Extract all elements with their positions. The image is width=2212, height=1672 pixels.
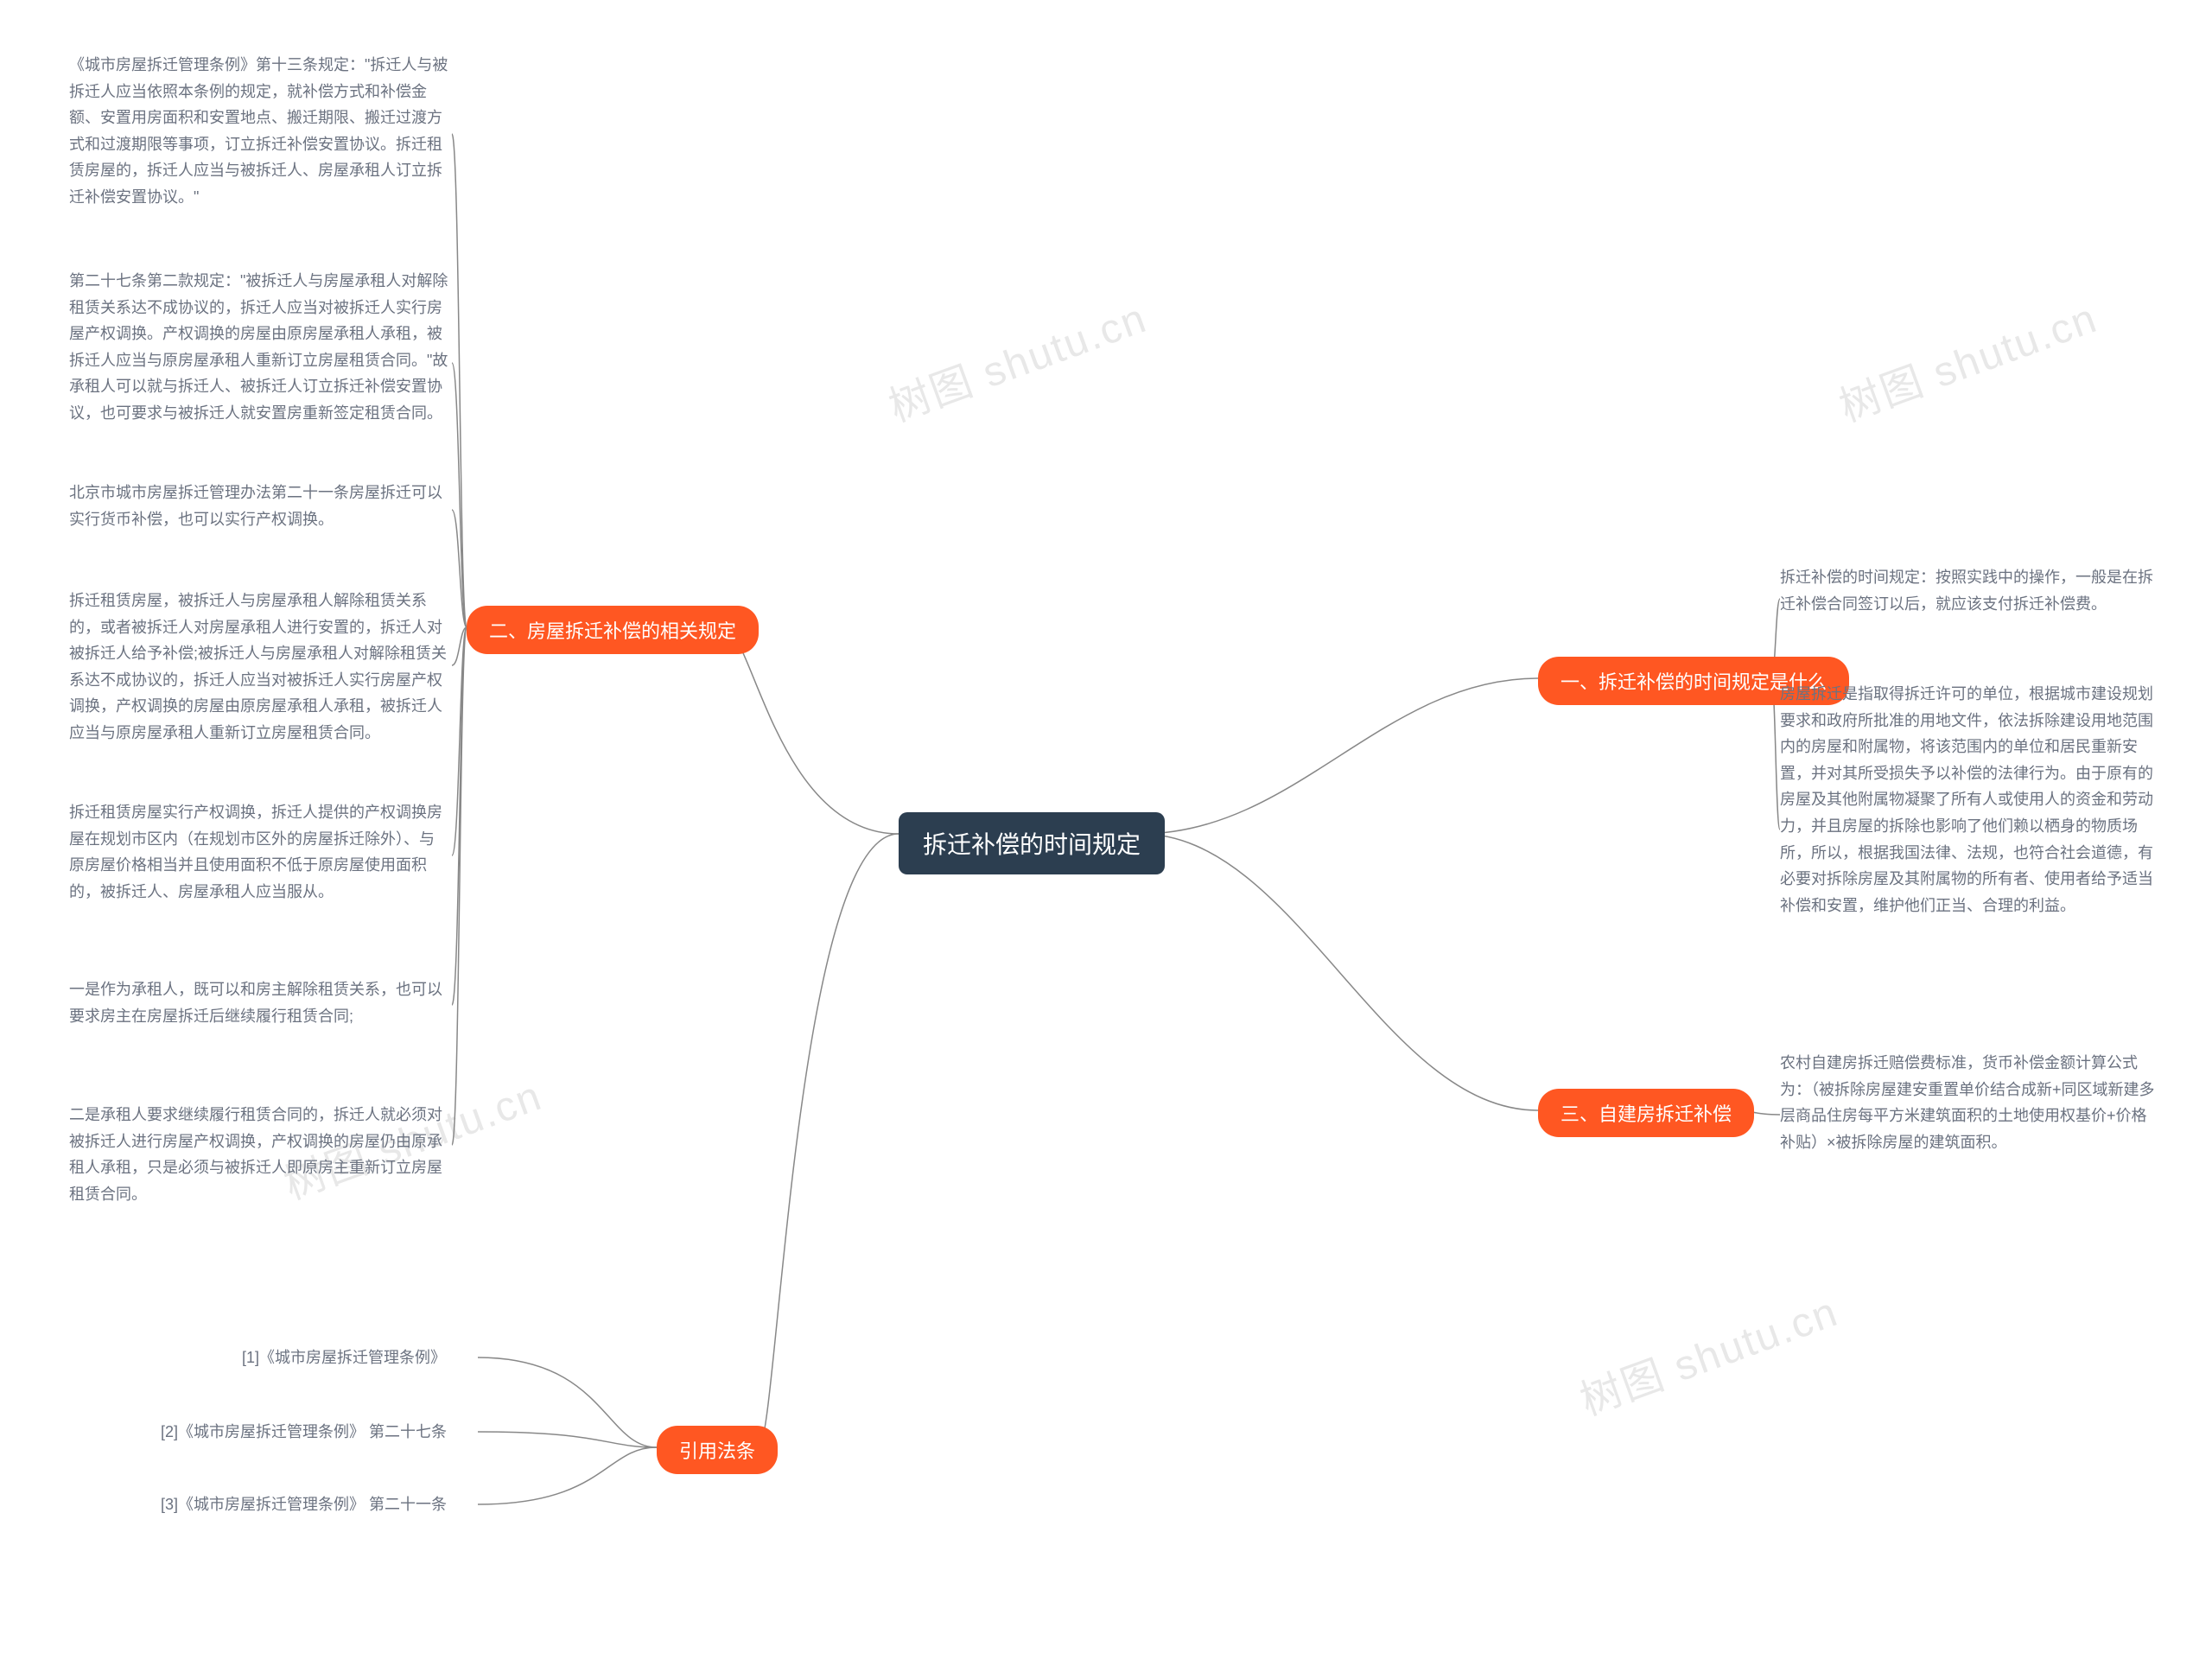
leaf-node[interactable]: 第二十七条第二款规定："被拆迁人与房屋承租人对解除租赁关系达不成协议的，拆迁人应…	[69, 268, 449, 427]
leaf-text: 房屋拆迁是指取得拆迁许可的单位，根据城市建设规划要求和政府所批准的用地文件，依法…	[1780, 681, 2160, 919]
leaf-text: [3]《城市房屋拆迁管理条例》 第二十一条	[161, 1491, 447, 1518]
leaf-node[interactable]: 农村自建房拆迁赔偿费标准，货币补偿金额计算公式为：（被拆除房屋建安重置单价结合成…	[1780, 1050, 2160, 1155]
branch-node-3[interactable]: 三、自建房拆迁补偿	[1538, 1089, 1754, 1137]
leaf-node[interactable]: [2]《城市房屋拆迁管理条例》 第二十七条	[161, 1419, 447, 1446]
leaf-text: 拆迁租赁房屋实行产权调换，拆迁人提供的产权调换房屋在规划市区内（在规划市区外的房…	[69, 799, 449, 905]
leaf-text: 北京市城市房屋拆迁管理办法第二十一条房屋拆迁可以实行货币补偿，也可以实行产权调换…	[69, 480, 449, 532]
leaf-node[interactable]: 一是作为承租人，既可以和房主解除租赁关系，也可以要求房主在房屋拆迁后继续履行租赁…	[69, 976, 449, 1029]
leaf-node[interactable]: [3]《城市房屋拆迁管理条例》 第二十一条	[161, 1491, 447, 1518]
branch-node-2[interactable]: 二、房屋拆迁补偿的相关规定	[467, 606, 759, 654]
branch-node-4[interactable]: 引用法条	[657, 1426, 778, 1474]
branch-label: 引用法条	[679, 1436, 755, 1464]
leaf-node[interactable]: 拆迁补偿的时间规定：按照实践中的操作，一般是在拆迁补偿合同签订以后，就应该支付拆…	[1780, 564, 2160, 617]
leaf-text: [1]《城市房屋拆迁管理条例》	[242, 1345, 446, 1371]
leaf-node[interactable]: 拆迁租赁房屋，被拆迁人与房屋承租人解除租赁关系的，或者被拆迁人对房屋承租人进行安…	[69, 588, 449, 747]
leaf-node[interactable]: 拆迁租赁房屋实行产权调换，拆迁人提供的产权调换房屋在规划市区内（在规划市区外的房…	[69, 799, 449, 905]
leaf-node[interactable]: 《城市房屋拆迁管理条例》第十三条规定："拆迁人与被拆迁人应当依照本条例的规定，就…	[69, 52, 449, 211]
leaf-text: 农村自建房拆迁赔偿费标准，货币补偿金额计算公式为：（被拆除房屋建安重置单价结合成…	[1780, 1050, 2160, 1155]
leaf-text: 拆迁补偿的时间规定：按照实践中的操作，一般是在拆迁补偿合同签订以后，就应该支付拆…	[1780, 564, 2160, 617]
leaf-node[interactable]: 北京市城市房屋拆迁管理办法第二十一条房屋拆迁可以实行货币补偿，也可以实行产权调换…	[69, 480, 449, 532]
watermark: 树图 shutu.cn	[1829, 284, 2104, 434]
leaf-text: 二是承租人要求继续履行租赁合同的，拆迁人就必须对被拆迁人进行房屋产权调换，产权调…	[69, 1102, 449, 1207]
leaf-node[interactable]: 房屋拆迁是指取得拆迁许可的单位，根据城市建设规划要求和政府所批准的用地文件，依法…	[1780, 681, 2160, 919]
watermark: 树图 shutu.cn	[1570, 1278, 1845, 1427]
leaf-text: 一是作为承租人，既可以和房主解除租赁关系，也可以要求房主在房屋拆迁后继续履行租赁…	[69, 976, 449, 1029]
leaf-text: 第二十七条第二款规定："被拆迁人与房屋承租人对解除租赁关系达不成协议的，拆迁人应…	[69, 268, 449, 427]
leaf-text: 《城市房屋拆迁管理条例》第十三条规定："拆迁人与被拆迁人应当依照本条例的规定，就…	[69, 52, 449, 211]
branch-label: 二、房屋拆迁补偿的相关规定	[489, 616, 736, 644]
leaf-text: [2]《城市房屋拆迁管理条例》 第二十七条	[161, 1419, 447, 1446]
leaf-node[interactable]: [1]《城市房屋拆迁管理条例》	[242, 1345, 446, 1371]
leaf-node[interactable]: 二是承租人要求继续履行租赁合同的，拆迁人就必须对被拆迁人进行房屋产权调换，产权调…	[69, 1102, 449, 1207]
watermark: 树图 shutu.cn	[879, 284, 1154, 434]
leaf-text: 拆迁租赁房屋，被拆迁人与房屋承租人解除租赁关系的，或者被拆迁人对房屋承租人进行安…	[69, 588, 449, 747]
root-label: 拆迁补偿的时间规定	[923, 826, 1141, 861]
branch-label: 三、自建房拆迁补偿	[1560, 1099, 1732, 1127]
root-node[interactable]: 拆迁补偿的时间规定	[899, 812, 1165, 874]
